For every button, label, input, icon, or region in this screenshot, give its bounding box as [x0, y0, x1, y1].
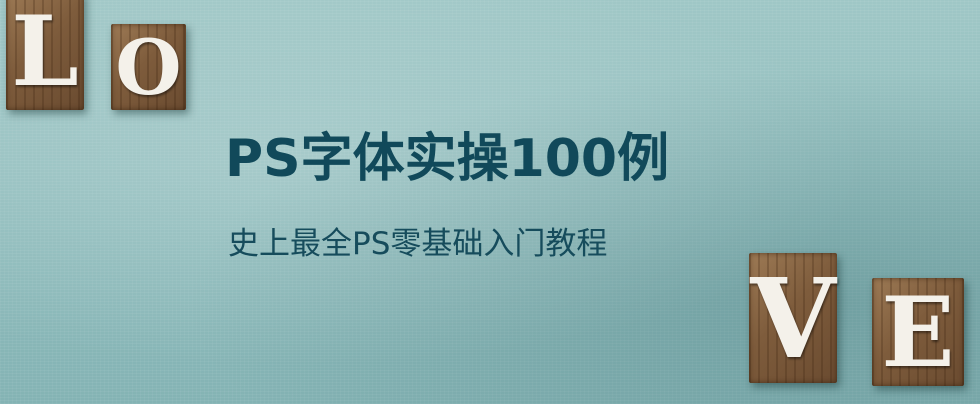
letter-v: V [750, 253, 836, 383]
wood-block-o: O [111, 22, 186, 112]
wood-block-l: L [6, 0, 84, 110]
banner-title: PS字体实操100例 [225, 129, 670, 189]
wood-block-e: E [872, 275, 964, 389]
letter-e: E [881, 275, 955, 389]
letter-o: O [115, 22, 182, 112]
letter-l: L [11, 0, 79, 108]
wood-block-v: V [749, 253, 837, 383]
banner-subtitle: 史上最全PS零基础入门教程 [228, 226, 608, 262]
